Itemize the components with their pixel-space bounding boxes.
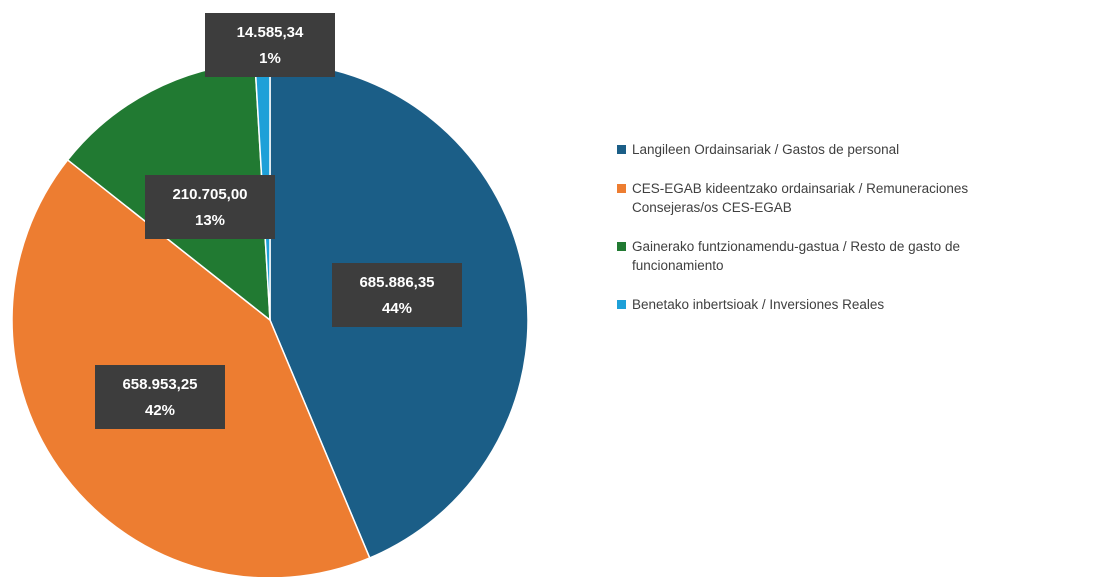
legend-label: Gainerako funtzionamendu-gastua / Resto … xyxy=(632,239,960,273)
legend-swatch xyxy=(617,184,626,193)
legend-item: Gainerako funtzionamendu-gastua / Resto … xyxy=(617,237,977,275)
legend-label: Langileen Ordainsariak / Gastos de perso… xyxy=(632,142,900,157)
legend-item: Benetako inbertsioak / Inversiones Reale… xyxy=(617,295,977,314)
data-label-percent: 44% xyxy=(382,300,412,317)
legend-item: Langileen Ordainsariak / Gastos de perso… xyxy=(617,140,977,159)
legend-swatch xyxy=(617,300,626,309)
data-label-value: 210.705,00 xyxy=(172,186,247,203)
legend: Langileen Ordainsariak / Gastos de perso… xyxy=(617,140,977,334)
legend-label: CES-EGAB kideentzako ordainsariak / Remu… xyxy=(632,181,969,215)
data-label-value: 658.953,25 xyxy=(122,376,197,393)
legend-swatch xyxy=(617,242,626,251)
data-label-box xyxy=(95,365,225,429)
legend-item: CES-EGAB kideentzako ordainsariak / Remu… xyxy=(617,179,977,217)
data-label-value: 685.886,35 xyxy=(359,274,434,291)
data-label-box xyxy=(145,175,275,239)
legend-swatch xyxy=(617,145,626,154)
data-label-percent: 42% xyxy=(145,402,175,419)
data-label-box xyxy=(332,263,462,327)
data-label-box xyxy=(205,13,335,77)
data-label-value: 14.585,34 xyxy=(237,24,304,41)
legend-label: Benetako inbertsioak / Inversiones Reale… xyxy=(632,297,885,312)
data-label-percent: 13% xyxy=(195,212,225,229)
data-label-percent: 1% xyxy=(259,50,281,67)
